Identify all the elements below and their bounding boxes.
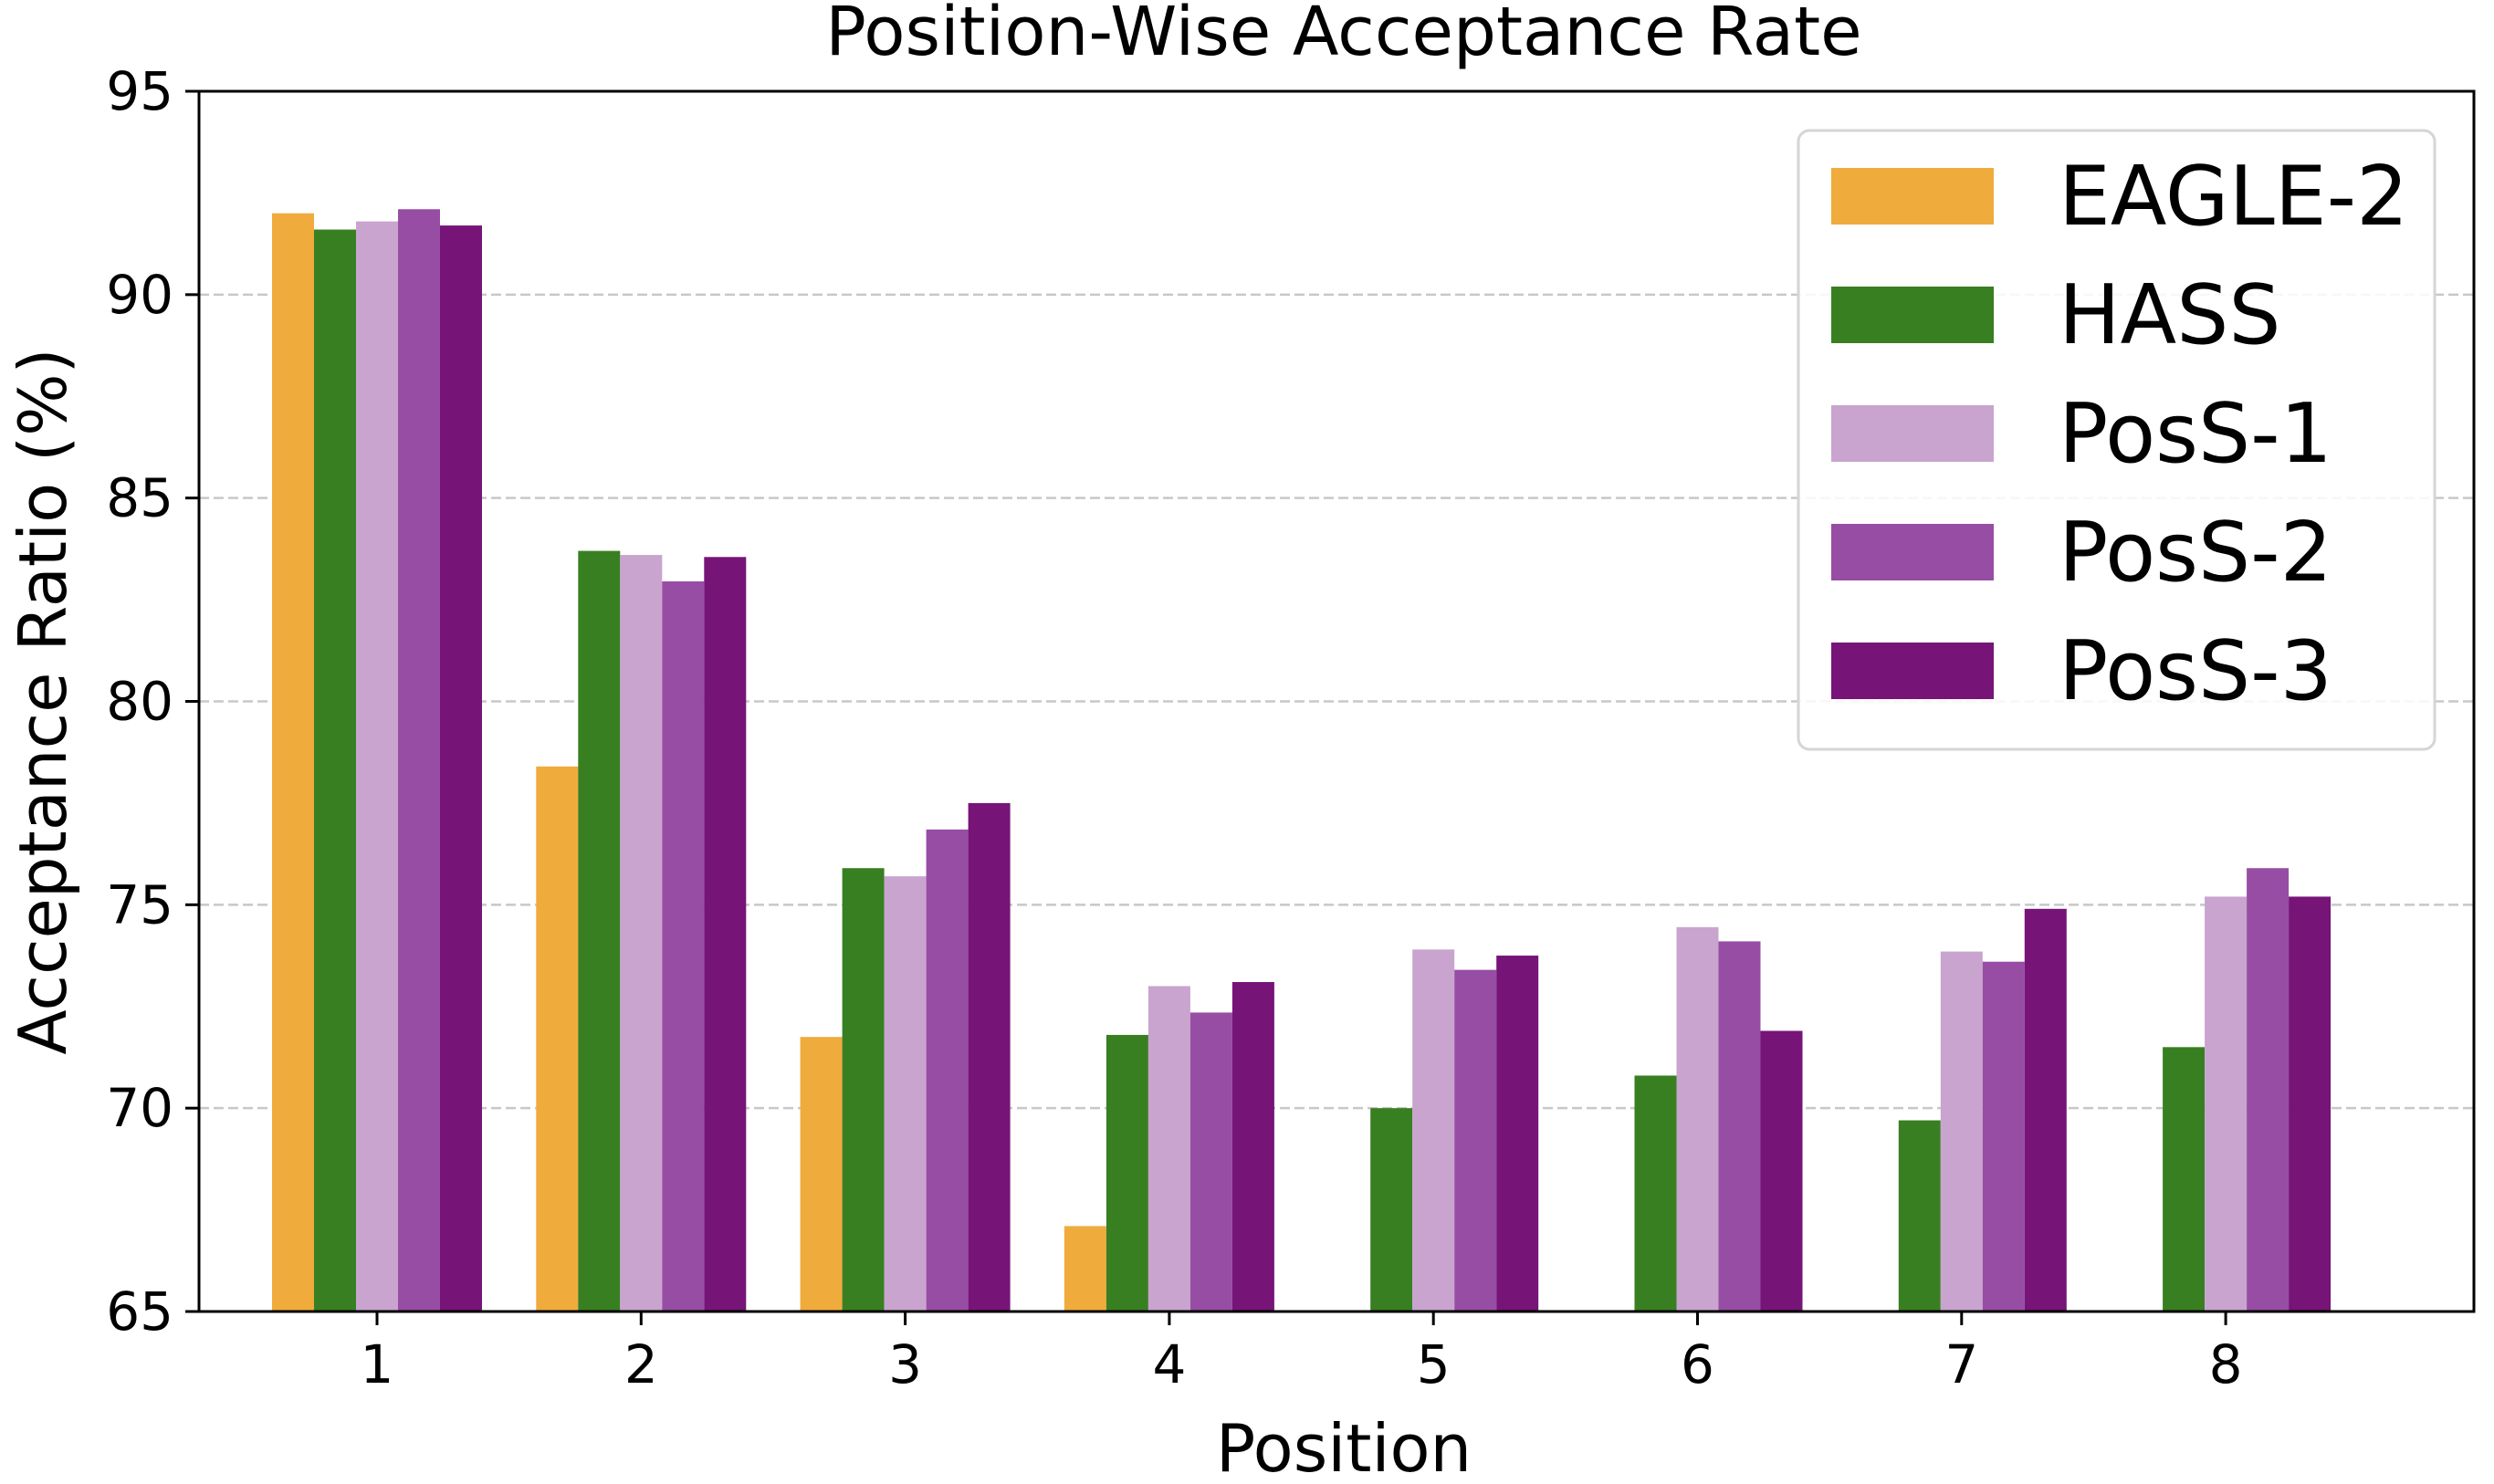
y-axis: 65 70 75 80 85 90 95 — [106, 60, 199, 1343]
legend-label-eagle-2: EAGLE-2 — [2059, 149, 2408, 245]
bar-eagle-2-pos-3 — [800, 1037, 843, 1312]
bar-poss-2-pos-3 — [926, 829, 969, 1312]
bar-poss-3-pos-7 — [2024, 908, 2067, 1312]
legend-label-poss-3: PosS-3 — [2059, 623, 2332, 719]
bar-hass-pos-7 — [1898, 1120, 1941, 1312]
bar-poss-1-pos-6 — [1676, 926, 1719, 1312]
y-tick-label: 90 — [106, 264, 173, 326]
bar-poss-2-pos-7 — [1982, 961, 2025, 1312]
bar-poss-2-pos-1 — [398, 209, 440, 1312]
y-tick-label: 80 — [106, 671, 173, 733]
x-tick-label: 8 — [2209, 1333, 2243, 1395]
legend-swatch-poss-3 — [1831, 643, 1994, 699]
x-axis: 1 2 3 4 5 6 7 8 — [361, 1312, 2243, 1395]
bar-poss-3-pos-3 — [968, 802, 1011, 1312]
bar-poss-3-pos-6 — [1760, 1030, 1803, 1312]
bar-poss-1-pos-8 — [2205, 896, 2248, 1312]
bar-hass-pos-6 — [1634, 1075, 1677, 1312]
y-tick-label: 85 — [106, 467, 173, 529]
bar-poss-3-pos-4 — [1231, 982, 1274, 1312]
x-axis-label: Position — [1216, 1410, 1472, 1480]
bar-poss-3-pos-1 — [440, 225, 482, 1312]
bar-poss-1-pos-1 — [356, 221, 398, 1312]
legend-swatch-poss-1 — [1831, 405, 1994, 462]
bar-poss-2-pos-6 — [1718, 941, 1761, 1312]
legend-swatch-hass — [1831, 287, 1994, 343]
bar-hass-pos-8 — [2163, 1047, 2206, 1312]
bar-poss-1-pos-2 — [620, 555, 663, 1312]
bar-hass-pos-2 — [578, 550, 621, 1312]
bar-poss-3-pos-5 — [1496, 956, 1539, 1312]
y-tick-label: 75 — [106, 873, 173, 935]
y-axis-label: Acceptance Ratio (%) — [5, 348, 81, 1054]
x-tick-label: 5 — [1417, 1333, 1451, 1395]
x-tick-label: 4 — [1152, 1333, 1186, 1395]
bar-hass-pos-3 — [842, 868, 885, 1312]
bar-poss-3-pos-8 — [2289, 896, 2332, 1312]
bar-hass-pos-1 — [314, 229, 356, 1312]
chart-title: Position-Wise Acceptance Rate — [825, 0, 1861, 71]
bar-poss-2-pos-8 — [2247, 868, 2290, 1312]
legend-swatch-poss-2 — [1831, 524, 1994, 580]
bar-hass-pos-4 — [1106, 1034, 1148, 1312]
x-tick-label: 1 — [361, 1333, 394, 1395]
x-tick-label: 2 — [624, 1333, 658, 1395]
bar-eagle-2-pos-4 — [1064, 1226, 1106, 1312]
y-tick-label: 65 — [106, 1280, 173, 1343]
y-tick-label: 95 — [106, 60, 173, 122]
bar-hass-pos-5 — [1370, 1108, 1413, 1312]
legend-swatch-eagle-2 — [1831, 168, 1994, 225]
bar-eagle-2-pos-2 — [536, 766, 579, 1312]
bar-poss-2-pos-2 — [662, 581, 705, 1312]
x-tick-label: 7 — [1944, 1333, 1978, 1395]
bar-eagle-2-pos-1 — [272, 213, 314, 1312]
bar-poss-3-pos-2 — [704, 557, 747, 1312]
bar-poss-2-pos-5 — [1454, 969, 1497, 1312]
x-tick-label: 6 — [1681, 1333, 1714, 1395]
bar-poss-1-pos-4 — [1147, 986, 1190, 1312]
legend-frame — [1797, 129, 2436, 751]
legend-label-hass: HASS — [2059, 267, 2281, 363]
legend-label-poss-1: PosS-1 — [2059, 386, 2332, 482]
legend: EAGLE-2 HASS PosS-1 PosS-2 PosS-3 — [1797, 129, 2436, 751]
bar-poss-1-pos-5 — [1412, 949, 1455, 1312]
legend-label-poss-2: PosS-2 — [2059, 505, 2332, 601]
y-tick-label: 70 — [106, 1077, 173, 1139]
bar-poss-1-pos-7 — [1940, 951, 1983, 1312]
bars-group — [272, 209, 2332, 1312]
bar-poss-1-pos-3 — [884, 876, 927, 1312]
bar-poss-2-pos-4 — [1189, 1012, 1232, 1312]
x-tick-label: 3 — [888, 1333, 922, 1395]
